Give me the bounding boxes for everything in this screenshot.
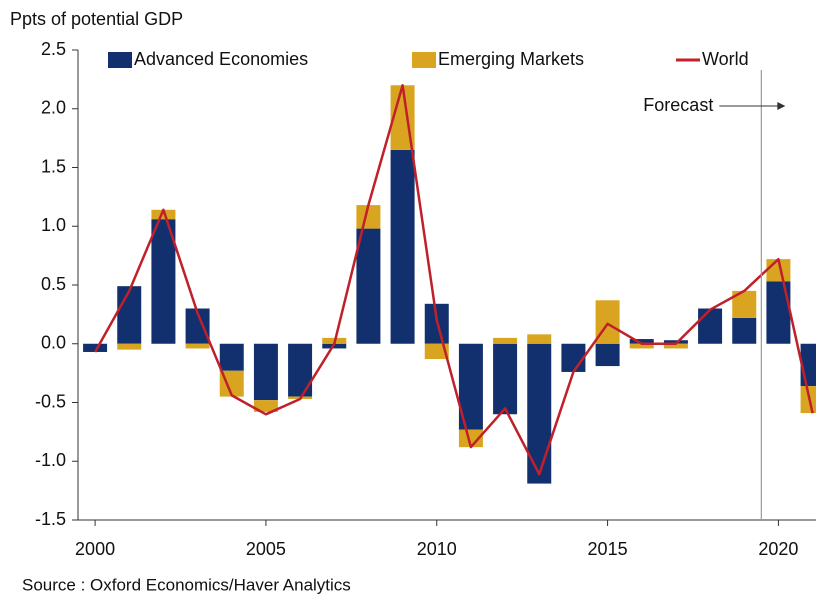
bar (288, 343, 313, 397)
y-axis-title: Ppts of potential GDP (10, 9, 183, 29)
bar (493, 343, 518, 415)
x-tick-label: 2005 (246, 539, 286, 559)
bar (356, 228, 381, 344)
bar (219, 343, 244, 371)
bar (151, 209, 176, 220)
bar (595, 343, 620, 367)
bar (151, 219, 176, 344)
x-tick-label: 2020 (758, 539, 798, 559)
bar (629, 339, 654, 344)
legend-label: Advanced Economies (134, 49, 308, 69)
y-tick-label: 2.5 (41, 39, 66, 59)
bar (458, 429, 483, 448)
y-tick-label: 1.5 (41, 156, 66, 176)
y-tick-label: 2.0 (41, 98, 66, 118)
bar (83, 343, 108, 352)
y-tick-label: -1.0 (35, 450, 66, 470)
bar (527, 334, 552, 344)
bar (663, 343, 688, 349)
bar (493, 337, 518, 344)
bar (561, 343, 586, 372)
bar (117, 286, 142, 344)
x-tick-label: 2015 (588, 539, 628, 559)
x-tick-label: 2000 (75, 539, 115, 559)
legend-swatch (412, 52, 436, 68)
plot-area (83, 84, 816, 484)
bar (629, 343, 654, 349)
bar (732, 317, 757, 344)
bar (527, 343, 552, 484)
bar (698, 308, 723, 344)
legend-label: Emerging Markets (438, 49, 584, 69)
bar (390, 149, 415, 344)
forecast-arrowhead (777, 102, 786, 110)
y-tick-label: 1.0 (41, 215, 66, 235)
bar (117, 343, 142, 350)
y-tick-label: 0.0 (41, 333, 66, 353)
bar (253, 400, 278, 412)
y-tick-label: 0.5 (41, 274, 66, 294)
source: Source : Oxford Economics/Haver Analytic… (22, 575, 351, 594)
bar (766, 281, 791, 344)
bar (663, 340, 688, 344)
bar (424, 343, 449, 360)
y-tick-label: -0.5 (35, 391, 66, 411)
bar (185, 343, 210, 349)
legend-swatch (108, 52, 132, 68)
bar (253, 343, 278, 401)
bar (356, 205, 381, 229)
legend-label: World (702, 49, 749, 69)
x-tick-label: 2010 (417, 539, 457, 559)
line (94, 84, 814, 476)
forecast-label: Forecast (643, 95, 713, 115)
y-tick-label: -1.5 (35, 509, 66, 529)
